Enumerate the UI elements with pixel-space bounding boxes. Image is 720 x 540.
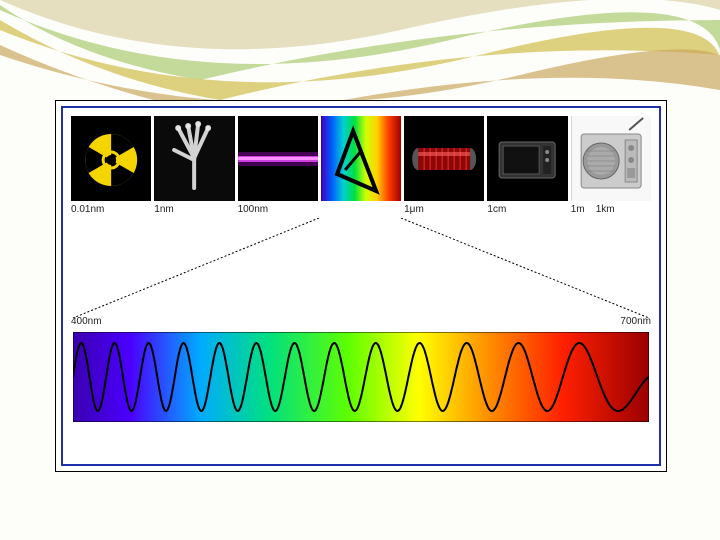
zoom-guide-lines xyxy=(71,218,651,318)
visible-tile xyxy=(321,116,401,201)
visible-spectrum-band xyxy=(73,332,649,422)
spectrum-tile-row xyxy=(71,116,651,201)
label-gamma: 0.01nm xyxy=(71,204,151,218)
wavelength-labels: 0.01nm 1nm 100nm 1μm 1cm 1m 1km xyxy=(71,204,651,218)
gamma-tile xyxy=(71,116,151,201)
radio-tile xyxy=(571,116,651,201)
visible-range-labels: 400nm 700nm xyxy=(71,316,651,330)
label-uv: 100nm xyxy=(238,204,318,218)
xray-tile xyxy=(154,116,234,201)
infrared-tile xyxy=(404,116,484,201)
diagram-inner: 0.01nm 1nm 100nm 1μm 1cm 1m 1km 400nm 70… xyxy=(61,106,661,466)
vis-right-label: 700nm xyxy=(620,316,651,330)
label-mw: 1cm xyxy=(487,204,567,218)
microwave-tile xyxy=(487,116,567,201)
wavelength-wave xyxy=(73,332,649,422)
uv-tile xyxy=(238,116,318,201)
slide: 0.01nm 1nm 100nm 1μm 1cm 1m 1km 400nm 70… xyxy=(0,0,720,540)
label-xray: 1nm xyxy=(154,204,234,218)
vis-left-label: 400nm xyxy=(71,316,102,330)
label-ir: 1μm xyxy=(404,204,484,218)
diagram-panel: 0.01nm 1nm 100nm 1μm 1cm 1m 1km 400nm 70… xyxy=(55,100,667,472)
label-radio: 1m 1km xyxy=(571,204,651,218)
label-visible xyxy=(321,204,401,218)
